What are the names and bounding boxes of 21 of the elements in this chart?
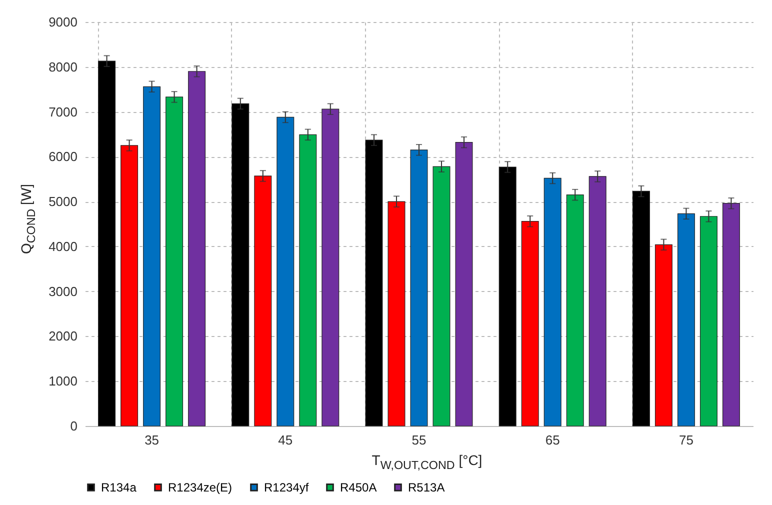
y-tick-label: 8000 [48, 59, 78, 74]
legend-label: R513A [408, 480, 445, 494]
y-tick-label: 4000 [48, 238, 78, 254]
x-tick-label: 75 [678, 432, 694, 448]
legend-label: R134a [101, 480, 137, 494]
x-tick-label: 65 [545, 432, 560, 448]
x-axis-title: T$_{W,OUT,COND}$ [°C] [372, 452, 482, 472]
x-tick-label: 55 [412, 432, 426, 448]
y-tick-label: 3000 [48, 284, 78, 299]
y-tick-label: 6000 [48, 149, 78, 164]
y-tick-label: 7000 [48, 104, 78, 120]
y-tick-label: 9000 [48, 14, 78, 30]
x-tick-label: 35 [144, 432, 160, 448]
legend-label: R450A [340, 480, 377, 494]
x-tick-label: 45 [278, 432, 293, 448]
y-tick-label: 2000 [48, 328, 78, 344]
legend-label: R1234ze(E) [168, 480, 232, 494]
y-tick-label: 1000 [48, 374, 78, 389]
legend-label: R1234yf [264, 480, 310, 494]
y-tick-label: 0 [70, 418, 78, 434]
y-tick-label: 5000 [48, 194, 78, 210]
